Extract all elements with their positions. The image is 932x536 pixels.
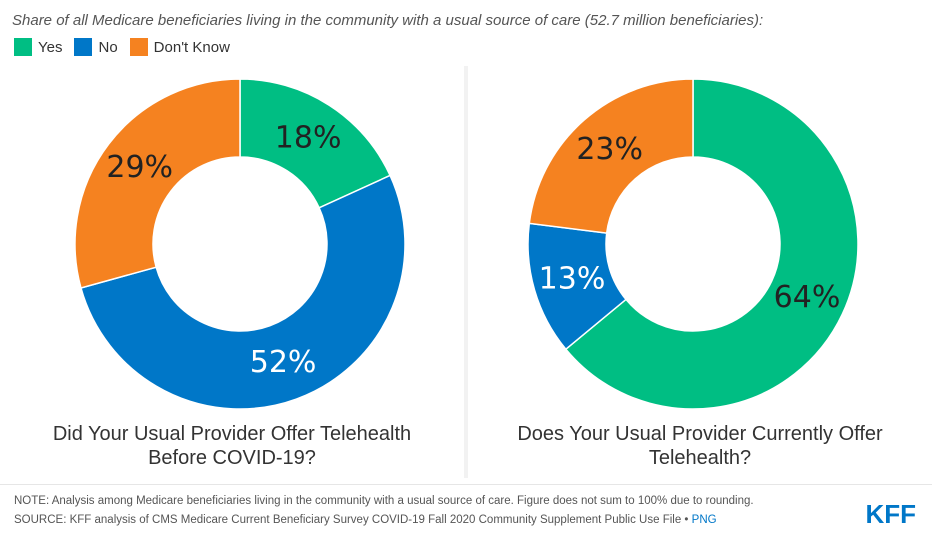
chart-title-line-2: Before COVID-19? [148,447,316,469]
legend-swatch-dont-know [129,38,148,56]
legend-swatch-no [74,38,93,56]
slice-label-yes: 18% [275,121,342,156]
footer-source: SOURCE: KFF analysis of CMS Medicare Cur… [14,514,717,526]
legend: Yes No Don't Know [14,38,242,56]
legend-item-no: No [74,38,118,56]
slice-label-no: 13% [539,262,606,297]
footer-note: NOTE: Analysis among Medicare beneficiar… [14,495,754,507]
slice-label-no: 52% [250,345,317,380]
png-download-link[interactable]: PNG [691,514,717,526]
donut-slice-don-t-know [74,78,241,289]
chart-title-line-1: Does Your Usual Provider Currently Offer [517,423,883,445]
donut-slice-don-t-know [528,78,694,234]
legend-label-dont-know: Don't Know [153,38,230,56]
donut-chart-currently: 64% 13% 23% [527,78,859,410]
legend-item-dont-know: Don't Know [129,38,230,56]
legend-swatch-yes [14,38,32,56]
slice-label-don-t-know: 29% [106,150,173,185]
chart-panel-currently: 64% 13% 23% Does Your Usual Provider Curre… [468,66,932,478]
legend-item-yes: Yes [14,38,62,56]
donut-slice-no [80,174,406,410]
chart-panel-before-covid: 18% 52% 29% Did Your Usual Provider Offer … [0,66,464,478]
slice-label-yes: 64% [774,280,841,315]
slice-label-don-t-know: 23% [576,132,643,167]
chart-title-line-2: Telehealth? [648,447,752,469]
footer-source-text: SOURCE: KFF analysis of CMS Medicare Cur… [14,514,689,526]
donut-slice-yes [239,78,392,209]
chart-title-before-covid: Did Your Usual Provider Offer Telehealth… [0,422,464,470]
footer: NOTE: Analysis among Medicare beneficiar… [0,484,932,536]
chart-subtitle: Share of all Medicare beneficiaries livi… [12,12,764,29]
donut-chart-before-covid: 18% 52% 29% [74,78,406,410]
chart-title-line-1: Did Your Usual Provider Offer Telehealth [52,423,412,445]
kff-logo: KFF [865,499,916,529]
legend-label-yes: Yes [38,38,63,56]
legend-label-no: No [98,38,118,56]
chart-title-currently: Does Your Usual Provider Currently Offer… [468,422,932,470]
donut-slice-yes [564,78,859,410]
